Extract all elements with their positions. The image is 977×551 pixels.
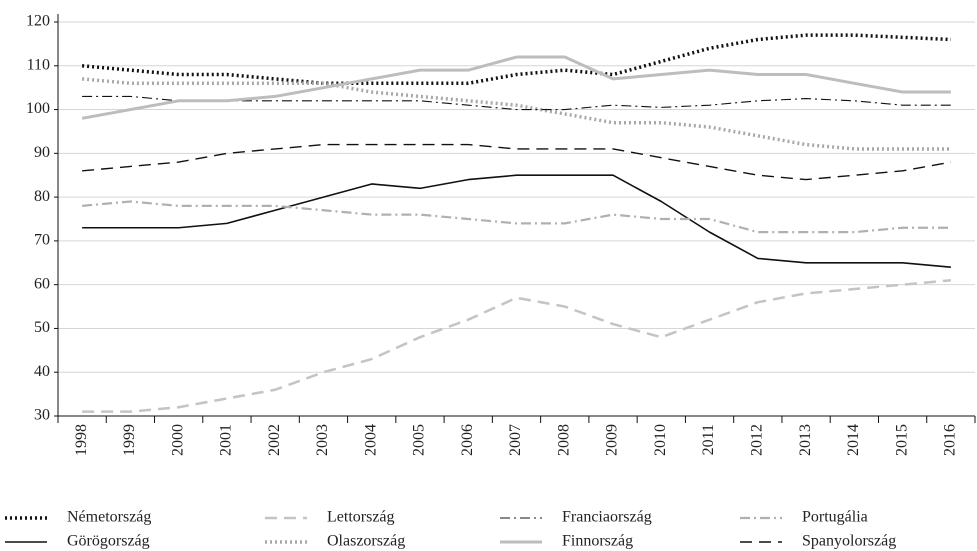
x-tick-label: 1998 [73,424,90,456]
series-line [81,33,951,86]
legend-label: Németország [67,509,151,526]
y-tick-label: 100 [26,100,50,117]
series-line [82,279,951,413]
x-tick-label: 2015 [893,424,910,456]
series-line [81,77,951,151]
y-tick-label: 30 [34,407,50,424]
x-tick-label: 2006 [459,424,476,456]
x-tick-label: 2016 [942,424,959,456]
x-tick-label: 2010 [652,424,669,456]
legend-label: Olaszország [327,533,405,550]
y-tick-label: 90 [34,144,50,161]
series-line [82,143,951,181]
series-line [81,55,951,120]
series-line [82,95,951,111]
legend-label: Franciaország [562,509,652,526]
x-tick-label: 2008 [555,424,572,456]
legend-label: Lettország [327,509,395,526]
x-tick-label: 2005 [411,424,428,456]
y-tick-label: 60 [34,275,50,292]
x-tick-label: 2014 [845,424,862,456]
y-tick-label: 120 [26,13,50,30]
y-tick-label: 40 [34,363,50,380]
legend-label: Spanyolország [802,533,896,550]
x-tick-label: 2009 [604,424,621,456]
x-tick-label: 1999 [121,424,138,456]
y-tick-label: 110 [27,56,50,73]
series-line [82,200,951,234]
x-tick-label: 2004 [362,424,379,456]
y-tick-label: 80 [34,188,50,205]
legend-label: Görögország [67,533,150,550]
y-tick-label: 70 [34,232,50,249]
x-tick-label: 2001 [218,424,235,456]
x-tick-label: 2000 [169,424,186,456]
x-tick-label: 2002 [266,424,283,456]
y-tick-label: 50 [34,319,50,336]
series-line [82,174,951,268]
x-tick-label: 2007 [507,424,524,456]
x-tick-label: 2011 [700,424,717,455]
x-tick-label: 2003 [314,424,331,456]
legend-label: Finnország [562,533,633,550]
legend-label: Portugália [802,509,868,526]
x-tick-label: 2012 [748,424,765,456]
x-tick-label: 2013 [797,424,814,456]
